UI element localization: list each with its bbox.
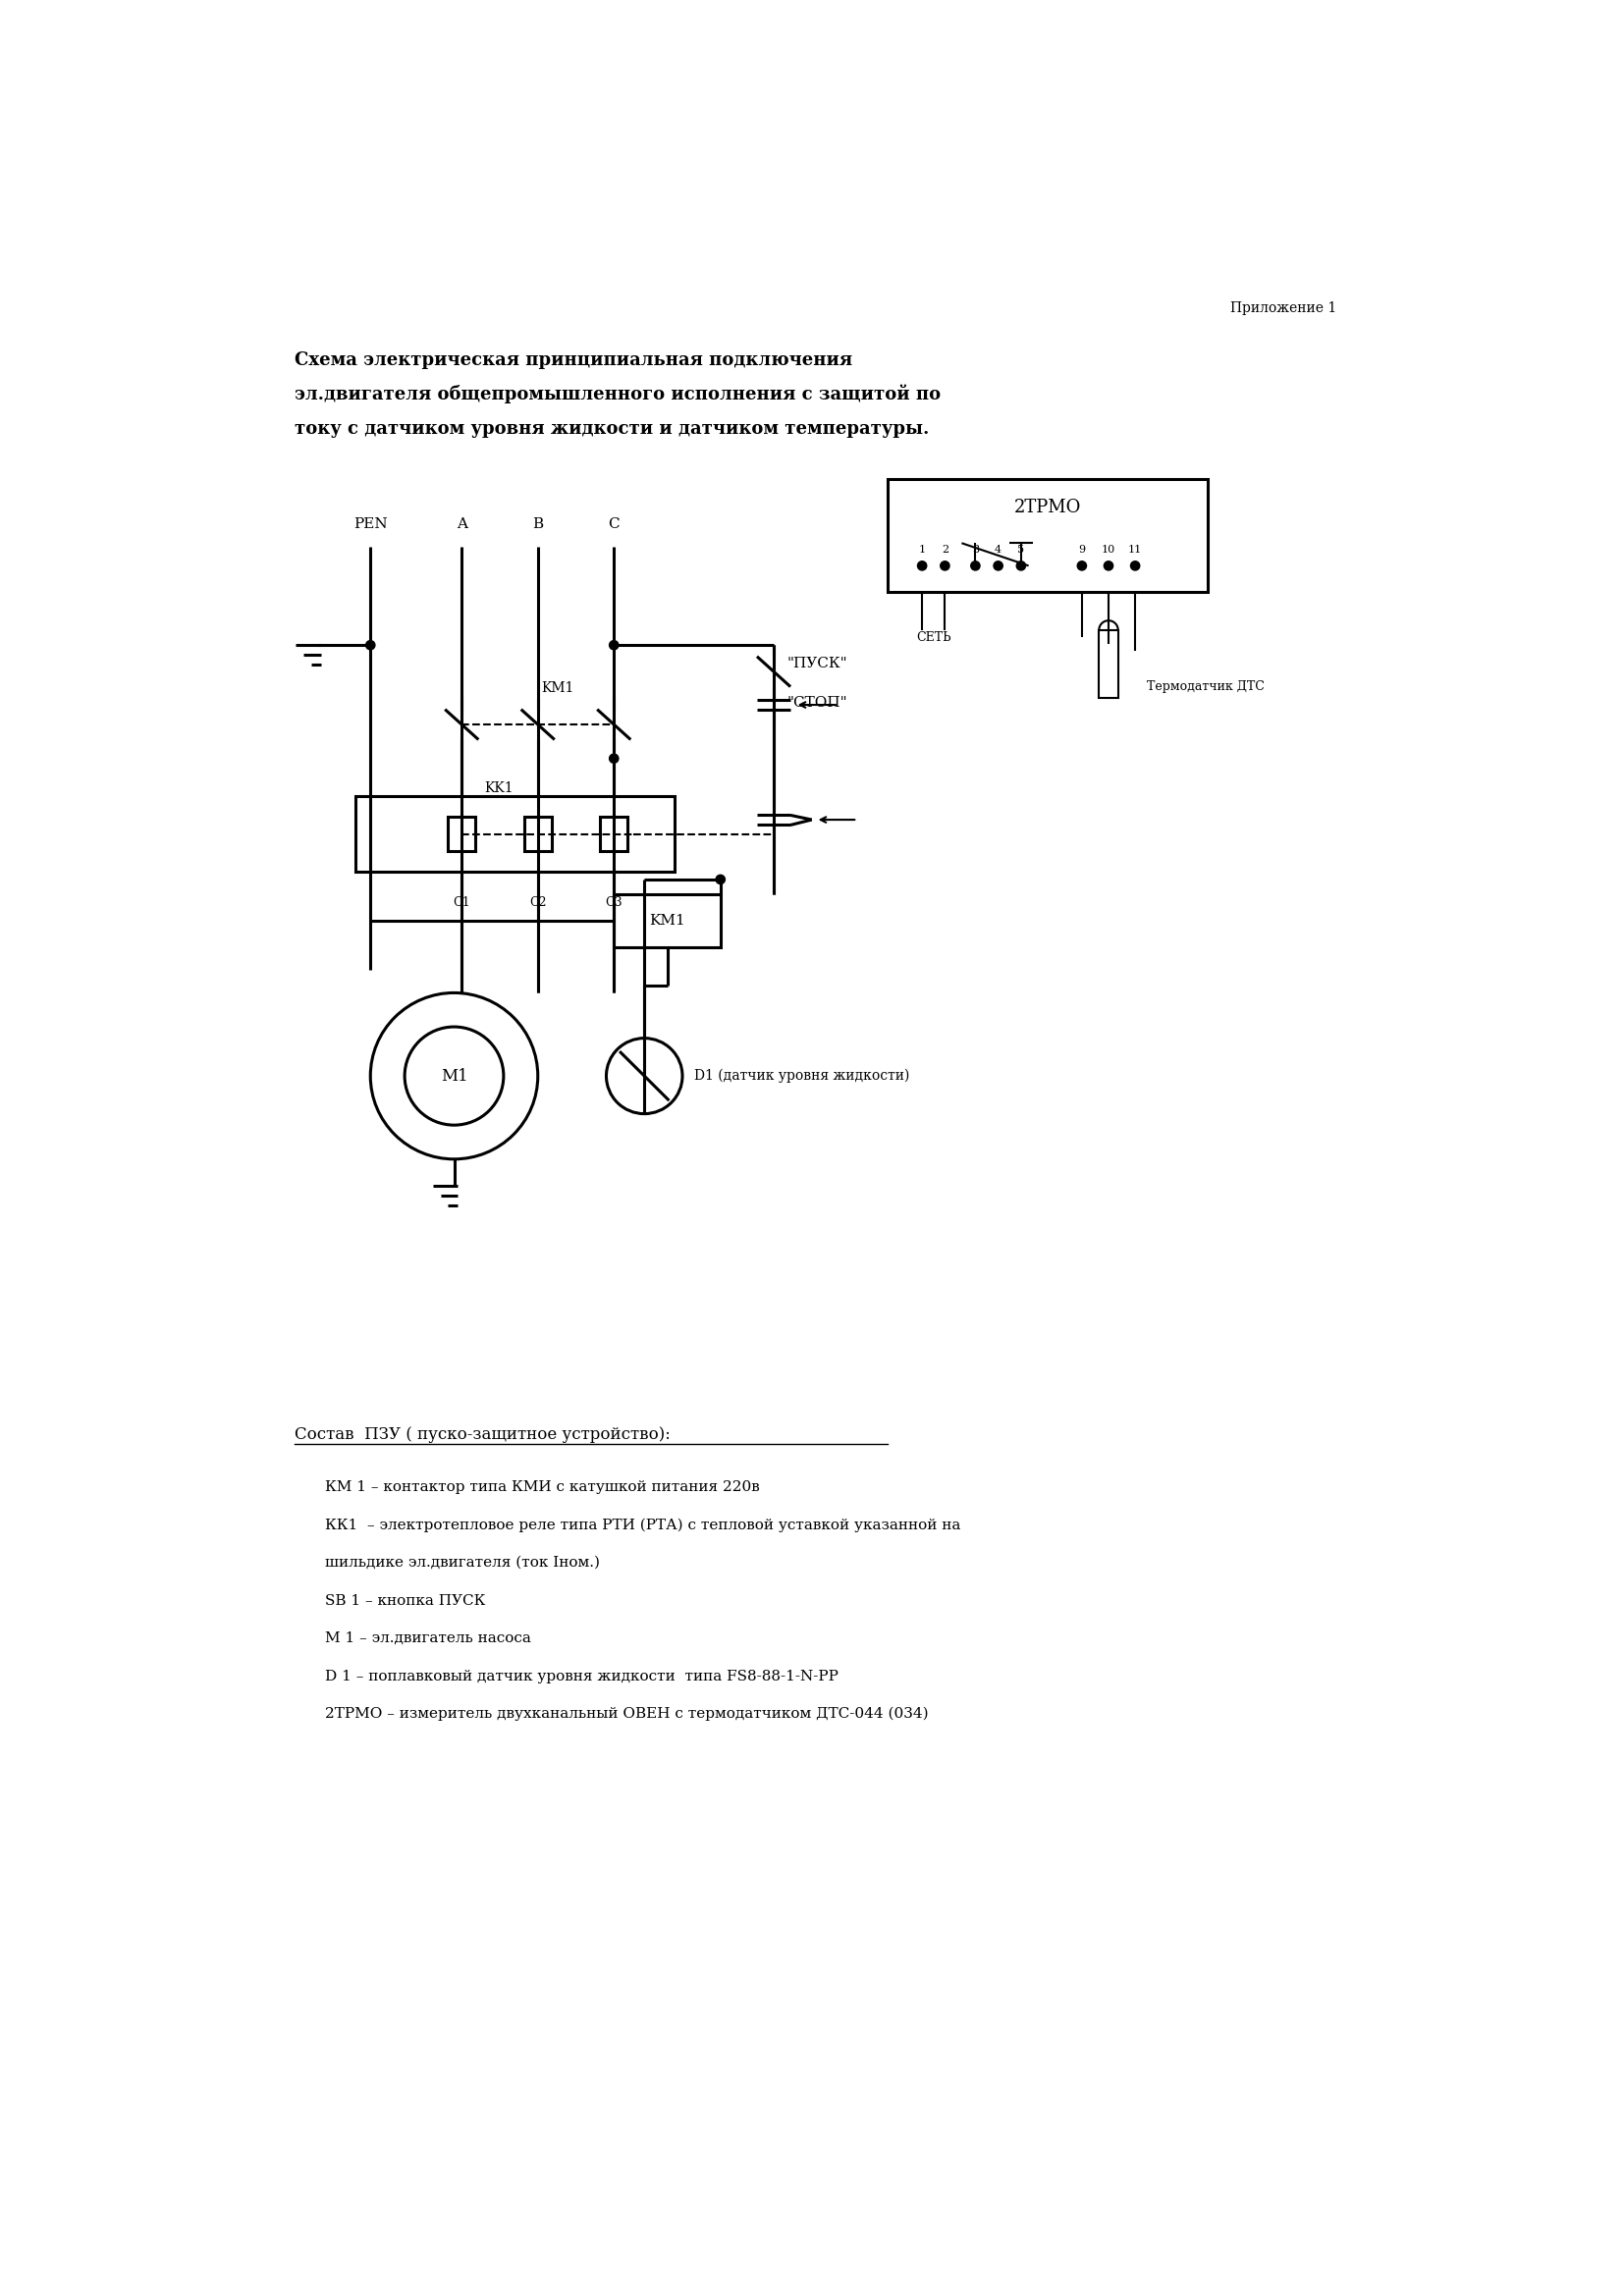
Text: B: B bbox=[533, 517, 544, 530]
Text: C3: C3 bbox=[606, 895, 622, 909]
Text: КМ 1 – контактор типа КМИ с катушкой питания 220в: КМ 1 – контактор типа КМИ с катушкой пит… bbox=[325, 1481, 760, 1495]
Text: C: C bbox=[609, 517, 620, 530]
Bar bbox=[448, 817, 476, 852]
Text: "ПУСК": "ПУСК" bbox=[788, 657, 848, 670]
Bar bbox=[888, 480, 1208, 592]
Text: Приложение 1: Приложение 1 bbox=[1231, 301, 1337, 315]
Text: 2ТРМО – измеритель двухканальный ОВЕН с термодатчиком ДТС-044 (034): 2ТРМО – измеритель двухканальный ОВЕН с … bbox=[325, 1708, 929, 1722]
Bar bbox=[356, 797, 676, 872]
Text: KK1: KK1 bbox=[484, 781, 513, 794]
Circle shape bbox=[971, 560, 979, 569]
Text: "СТОП": "СТОП" bbox=[788, 696, 848, 709]
Text: 2ТРМО: 2ТРМО bbox=[1013, 498, 1082, 517]
Text: шильдике эл.двигателя (ток Iном.): шильдике эл.двигателя (ток Iном.) bbox=[325, 1557, 599, 1570]
Text: KM1: KM1 bbox=[542, 682, 575, 696]
Text: KM1: KM1 bbox=[650, 914, 685, 928]
Circle shape bbox=[1130, 560, 1140, 569]
Text: 11: 11 bbox=[1129, 544, 1142, 556]
Text: D1 (датчик уровня жидкости): D1 (датчик уровня жидкости) bbox=[693, 1070, 909, 1084]
Bar bbox=[1099, 629, 1117, 698]
Text: 4: 4 bbox=[994, 544, 1002, 556]
Text: М 1 – эл.двигатель насоса: М 1 – эл.двигатель насоса bbox=[325, 1632, 531, 1646]
Circle shape bbox=[1104, 560, 1112, 569]
Circle shape bbox=[609, 641, 619, 650]
Circle shape bbox=[940, 560, 950, 569]
Bar bbox=[601, 817, 627, 852]
Circle shape bbox=[994, 560, 1002, 569]
Bar bbox=[614, 895, 721, 948]
Text: C2: C2 bbox=[529, 895, 546, 909]
Text: M1: M1 bbox=[440, 1068, 468, 1084]
Text: Схема электрическая принципиальная подключения: Схема электрическая принципиальная подкл… bbox=[294, 351, 853, 370]
Text: SB 1 – кнопка ПУСК: SB 1 – кнопка ПУСК bbox=[325, 1593, 486, 1607]
Bar bbox=[525, 817, 552, 852]
Text: 1: 1 bbox=[919, 544, 926, 556]
Circle shape bbox=[1077, 560, 1086, 569]
Text: эл.двигателя общепромышленного исполнения с защитой по: эл.двигателя общепромышленного исполнени… bbox=[294, 383, 940, 404]
Circle shape bbox=[609, 753, 619, 762]
Text: СЕТЬ: СЕТЬ bbox=[916, 631, 952, 645]
Text: C1: C1 bbox=[453, 895, 471, 909]
Text: 2: 2 bbox=[942, 544, 948, 556]
Text: Состав  ПЗУ ( пуско-защитное устройство):: Состав ПЗУ ( пуско-защитное устройство): bbox=[294, 1426, 671, 1442]
Text: 10: 10 bbox=[1101, 544, 1116, 556]
Circle shape bbox=[365, 641, 375, 650]
Text: КК1  – электротепловое реле типа РТИ (РТА) с тепловой уставкой указанной на: КК1 – электротепловое реле типа РТИ (РТА… bbox=[325, 1518, 960, 1531]
Text: 5: 5 bbox=[1018, 544, 1025, 556]
Text: 3: 3 bbox=[971, 544, 979, 556]
Circle shape bbox=[918, 560, 927, 569]
Circle shape bbox=[1017, 560, 1026, 569]
Text: D 1 – поплавковый датчик уровня жидкости  типа FS8-88-1-N-PP: D 1 – поплавковый датчик уровня жидкости… bbox=[325, 1669, 838, 1683]
Text: A: A bbox=[456, 517, 468, 530]
Text: PEN: PEN bbox=[354, 517, 388, 530]
Text: Термодатчик ДТС: Термодатчик ДТС bbox=[1147, 680, 1263, 693]
Text: току с датчиком уровня жидкости и датчиком температуры.: току с датчиком уровня жидкости и датчик… bbox=[294, 420, 929, 439]
Text: 9: 9 bbox=[1078, 544, 1085, 556]
Circle shape bbox=[716, 875, 724, 884]
